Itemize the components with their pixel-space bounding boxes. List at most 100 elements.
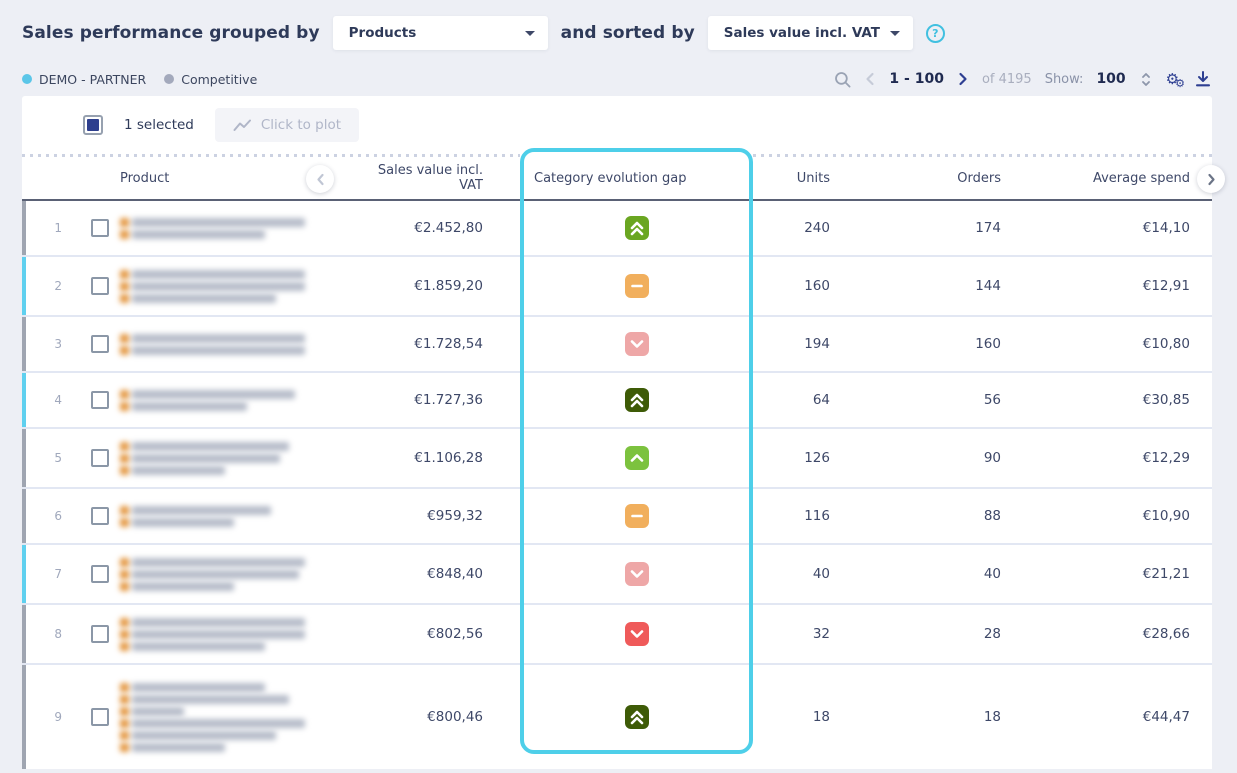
title-bar: Sales performance grouped by Products an…: [0, 0, 1237, 54]
total-count: of 4195: [981, 71, 1032, 87]
sales-value-cell: €1.106,28: [414, 450, 483, 466]
column-header-units[interactable]: Units: [796, 170, 830, 186]
chevron-down-icon: [524, 31, 535, 36]
sales-value-cell: €848,40: [427, 566, 483, 582]
row-checkbox-cell: [80, 449, 120, 467]
chevron-left-icon: [316, 173, 324, 185]
settings-gears-icon[interactable]: ⚙ ⚙: [1166, 71, 1185, 89]
units-cell: 160: [804, 278, 830, 294]
column-header-sales-value[interactable]: Sales value incl. VAT: [377, 163, 483, 193]
show-stepper-icon[interactable]: [1139, 72, 1153, 87]
average-spend-cell: €30,85: [1142, 392, 1190, 408]
row-checkbox[interactable]: [91, 708, 109, 726]
row-number: 4: [54, 393, 62, 407]
product-name-redacted: [120, 672, 372, 763]
category-gap-cell: [520, 504, 753, 528]
row-number: 9: [54, 710, 62, 724]
show-value: 100: [1096, 71, 1126, 87]
table-row: 5 €1.106,28 126 90 €12,29: [22, 429, 1212, 489]
product-name-redacted: [120, 431, 372, 486]
category-gap-cell: [520, 332, 753, 356]
trend-up-icon: [624, 446, 649, 470]
row-checkbox[interactable]: [91, 391, 109, 409]
orders-cell: 90: [983, 450, 1001, 466]
sales-value-cell: €802,56: [427, 626, 483, 642]
select-all-checkbox[interactable]: [83, 115, 103, 135]
product-name-redacted: [120, 607, 372, 662]
row-checkbox-cell: [80, 565, 120, 583]
row-checkbox[interactable]: [91, 219, 109, 237]
category-gap-cell: [520, 274, 753, 298]
collapse-columns-left-button[interactable]: [306, 165, 334, 193]
units-cell: 126: [804, 450, 830, 466]
table-header-row: Product Sales value incl. VAT Category e…: [22, 157, 1225, 201]
show-label: Show:: [1044, 71, 1084, 87]
page-range: 1 - 100: [889, 71, 944, 87]
dotted-segment: [22, 154, 520, 157]
product-name-redacted: [120, 495, 372, 538]
row-checkbox[interactable]: [91, 335, 109, 353]
trend-down-icon: [624, 622, 649, 646]
units-cell: 194: [804, 336, 830, 352]
category-gap-cell: [520, 562, 753, 586]
product-name-redacted: [120, 379, 372, 422]
help-icon[interactable]: ?: [925, 23, 945, 43]
row-checkbox-cell: [80, 708, 120, 726]
category-gap-cell: [520, 446, 753, 470]
next-page-icon[interactable]: [957, 72, 969, 86]
row-checkbox-cell: [80, 625, 120, 643]
orders-cell: 160: [975, 336, 1001, 352]
average-spend-cell: €28,66: [1142, 626, 1190, 642]
table-row: 6 €959,32 116 88 €10,90: [22, 489, 1212, 545]
trend-minus-icon: [624, 504, 649, 528]
row-number: 1: [54, 221, 62, 235]
row-checkbox[interactable]: [91, 507, 109, 525]
column-header-product[interactable]: Product: [120, 170, 170, 186]
table-row: 1 €2.452,80 240 174 €14,10: [22, 201, 1212, 257]
row-checkbox-cell: [80, 277, 120, 295]
product-name-redacted: [120, 207, 372, 250]
trend-double-up-icon: [624, 216, 649, 240]
units-cell: 116: [804, 508, 830, 524]
selected-count: 1 selected: [124, 117, 194, 133]
table-row: 3 €1.728,54 194 160 €10,80: [22, 317, 1212, 373]
checkbox-checked-state: [87, 119, 99, 131]
plot-button-label: Click to plot: [260, 117, 342, 133]
units-cell: 18: [812, 709, 830, 725]
prev-page-icon[interactable]: [864, 72, 876, 86]
average-spend-cell: €44,47: [1142, 709, 1190, 725]
results-card: 1 selected Click to plot Product Sales v…: [22, 96, 1225, 769]
orders-cell: 56: [983, 392, 1001, 408]
category-gap-cell: [520, 622, 753, 646]
column-header-orders[interactable]: Orders: [957, 170, 1001, 186]
legend-item-demo-partner[interactable]: DEMO - PARTNER: [22, 72, 146, 87]
row-checkbox[interactable]: [91, 625, 109, 643]
legend-item-competitive[interactable]: Competitive: [164, 72, 257, 87]
average-spend-cell: €10,90: [1142, 508, 1190, 524]
table-row: 4 €1.727,36 64 56 €30,85: [22, 373, 1212, 429]
row-checkbox[interactable]: [91, 449, 109, 467]
sort-by-select[interactable]: Sales value incl. VAT: [707, 16, 913, 50]
page-title-connector: and sorted by: [560, 23, 695, 43]
table-top-divider: [22, 154, 1212, 157]
search-icon[interactable]: [834, 71, 851, 88]
column-header-category-evolution-gap[interactable]: Category evolution gap: [534, 170, 687, 186]
sales-value-cell: €959,32: [427, 508, 483, 524]
group-by-select[interactable]: Products: [332, 16, 548, 50]
row-checkbox-cell: [80, 391, 120, 409]
sales-value-cell: €1.727,36: [414, 392, 483, 408]
column-header-average-spend[interactable]: Average spend: [1092, 170, 1190, 186]
row-checkbox[interactable]: [91, 277, 109, 295]
click-to-plot-button[interactable]: Click to plot: [214, 108, 360, 142]
download-icon[interactable]: [1194, 70, 1212, 88]
orders-cell: 40: [983, 566, 1001, 582]
row-checkbox-cell: [80, 507, 120, 525]
sales-value-cell: €800,46: [427, 709, 483, 725]
help-glyph: ?: [932, 26, 939, 40]
selection-bar: 1 selected Click to plot: [22, 96, 1212, 154]
trend-down-icon: [624, 562, 649, 586]
product-name-redacted: [120, 547, 372, 602]
scroll-columns-right-button[interactable]: [1197, 165, 1225, 193]
row-checkbox[interactable]: [91, 565, 109, 583]
row-number: 7: [54, 567, 62, 581]
